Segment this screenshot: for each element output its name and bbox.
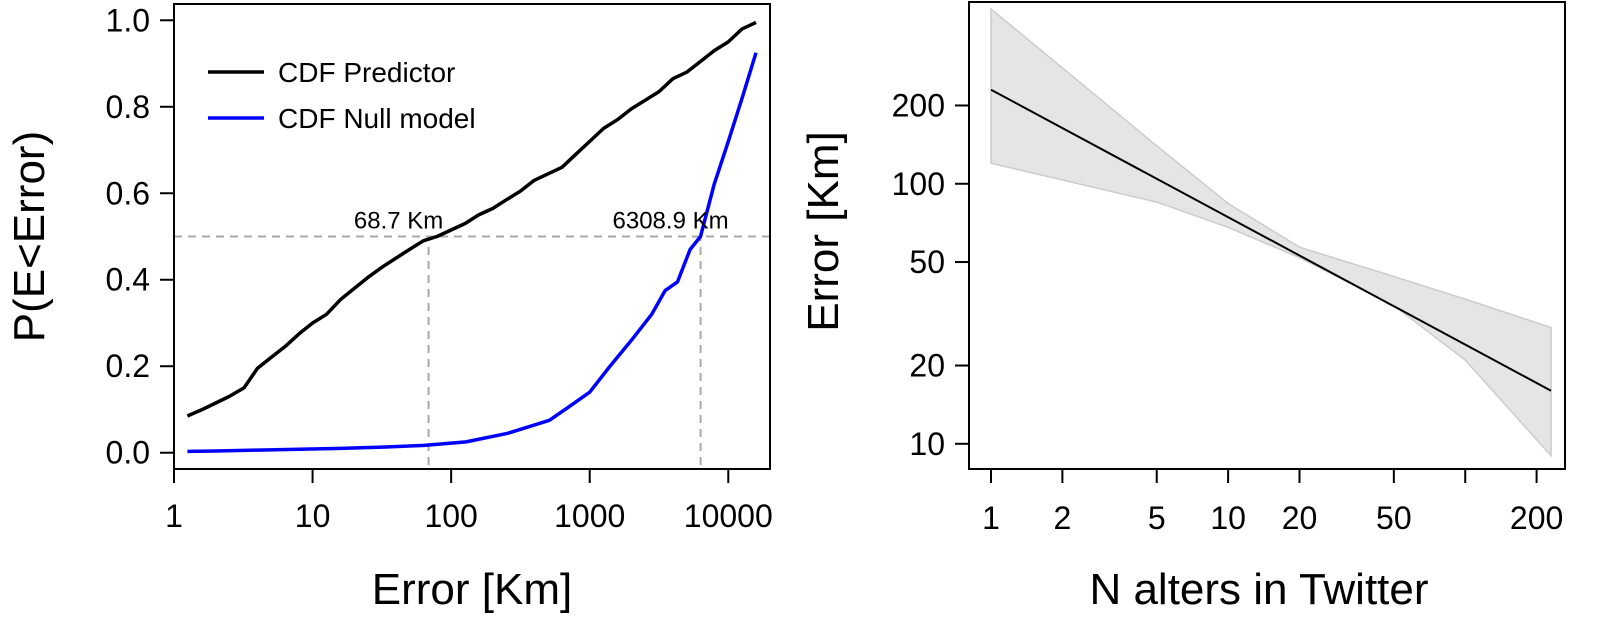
legend-label: CDF Predictor bbox=[278, 57, 455, 88]
error-vs-alters-chart: 1 2 5 10 20 50 200 10 20 50 100 200 N alters in Tw… bbox=[799, 1, 1566, 614]
legend-label: CDF Null model bbox=[278, 103, 476, 134]
error-y-tick-label: 200 bbox=[892, 87, 945, 123]
error-annotation-1: 6308.9 Km bbox=[613, 208, 729, 235]
cdf-series-layer bbox=[186, 20, 758, 454]
error-y-axis: 10 20 50 100 200 bbox=[892, 87, 969, 462]
cdf-legend: CDF Predictor CDF Null model bbox=[208, 57, 476, 134]
cdf-null-model-line bbox=[187, 52, 758, 454]
cdf-plot-frame bbox=[173, 3, 771, 470]
error-annotation-0: 68.7 Km bbox=[354, 208, 443, 235]
error-x-tick-label: 50 bbox=[1376, 500, 1412, 536]
error-x-tick-label: 1 bbox=[982, 500, 1000, 536]
error-x-tick-label: 2 bbox=[1053, 500, 1071, 536]
error-x-tick-label: 200 bbox=[1510, 500, 1563, 536]
cdf-x-tick-label: 10 bbox=[295, 498, 331, 534]
error-y-axis-title: Error [Km] bbox=[799, 131, 848, 331]
cdf-y-tick-label: 0.6 bbox=[106, 175, 150, 211]
cdf-annotations: 68.7 Km 6308.9 Km bbox=[354, 208, 729, 235]
error-x-axis-title: N alters in Twitter bbox=[1089, 565, 1428, 614]
error-confidence-band-layer bbox=[990, 7, 1552, 458]
cdf-y-axis: 0.0 0.2 0.4 0.6 0.8 1.0 bbox=[106, 2, 174, 471]
cdf-y-tick-label: 1.0 bbox=[106, 2, 150, 38]
cdf-predictor-line bbox=[186, 20, 757, 418]
error-y-tick-label: 100 bbox=[892, 166, 945, 202]
error-y-tick-label: 50 bbox=[909, 244, 945, 280]
cdf-x-axis-title: Error [Km] bbox=[372, 565, 572, 614]
error-x-tick-label: 5 bbox=[1148, 500, 1166, 536]
cdf-x-axis: 1 10 100 1000 10000 bbox=[165, 469, 773, 534]
confidence-band bbox=[990, 7, 1552, 458]
error-x-tick-label: 10 bbox=[1210, 500, 1246, 536]
error-x-tick-label: 20 bbox=[1282, 500, 1318, 536]
cdf-y-tick-label: 0.4 bbox=[106, 262, 150, 298]
cdf-reference-layer bbox=[174, 235, 770, 465]
cdf-y-axis-title: P(E<Error) bbox=[5, 131, 54, 342]
error-y-tick-label: 20 bbox=[909, 348, 945, 384]
cdf-y-tick-label: 0.0 bbox=[106, 435, 150, 471]
cdf-x-tick-label: 1000 bbox=[554, 498, 625, 534]
error-plot-frame bbox=[968, 1, 1566, 470]
cdf-x-tick-label: 100 bbox=[424, 498, 477, 534]
error-fit-layer bbox=[990, 88, 1552, 392]
cdf-chart: 1 10 100 1000 10000 0.0 0.2 0.4 0.6 0.8 1.0 68.7 … bbox=[5, 2, 773, 614]
cdf-y-tick-label: 0.8 bbox=[106, 89, 150, 125]
error-x-axis: 1 2 5 10 20 50 200 bbox=[982, 469, 1563, 536]
cdf-x-tick-label: 1 bbox=[165, 498, 183, 534]
cdf-y-tick-label: 0.2 bbox=[106, 348, 150, 384]
error-fit-line bbox=[990, 88, 1552, 392]
error-y-tick-label: 10 bbox=[909, 426, 945, 462]
cdf-x-tick-label: 10000 bbox=[684, 498, 773, 534]
